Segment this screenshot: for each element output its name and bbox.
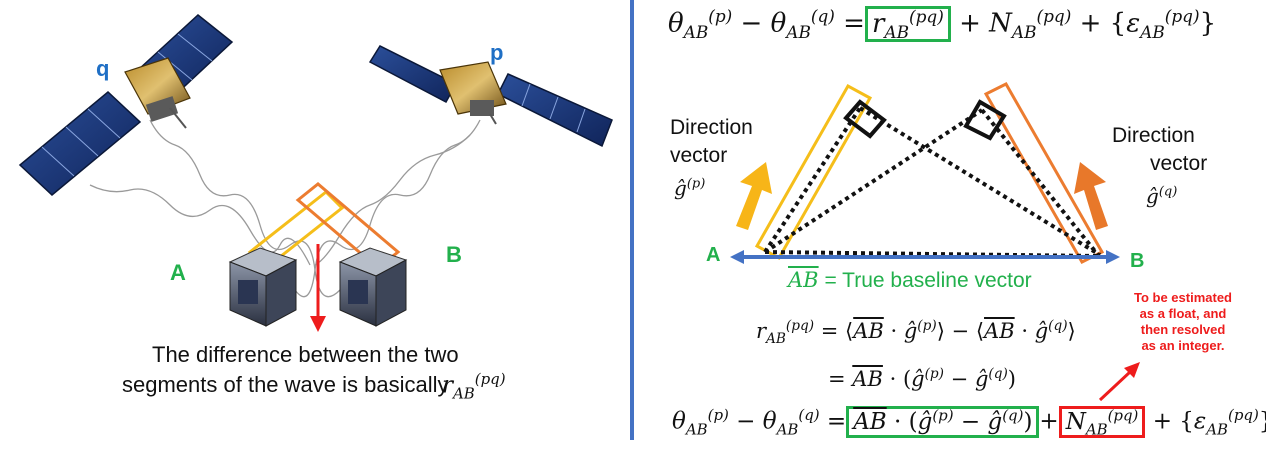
red-note: To be estimated as a float, and then res… [1108, 290, 1258, 354]
panel-divider [630, 0, 634, 440]
orange-wave-rect [983, 82, 1105, 264]
difference-arrow-icon [310, 244, 326, 332]
caption-line2: segments of the wave is basically [122, 372, 449, 397]
red-note-line1: To be estimated [1133, 290, 1232, 305]
red-note-line4: as an integer. [1141, 338, 1225, 353]
direction-left-line2: vector [670, 144, 728, 167]
baseline-geometry [730, 82, 1140, 402]
sat-p-label: p [490, 40, 504, 65]
direction-arrow-q-icon [1074, 162, 1108, 230]
sat-q-label: q [96, 56, 110, 81]
dotted-projections [763, 106, 1102, 258]
r-term-box: rAB(pq) [864, 5, 951, 42]
direction-right-line1: Direction [1112, 124, 1195, 147]
caption-line1: The difference between the two [152, 342, 459, 367]
baseline-text: = True baseline vector [818, 269, 1032, 292]
cube-a-label: A [170, 260, 186, 285]
yellow-wave-rect [754, 83, 873, 261]
direction-left-line1: Direction [670, 116, 753, 139]
baseline-arrow-icon [730, 250, 1120, 264]
direction-arrow-p-icon [736, 162, 772, 230]
baseline-term-box: AB · (ĝ(p) − ĝ(q)) [846, 405, 1040, 438]
baseline-caption: AB = True baseline vector [788, 268, 1032, 293]
red-pointer-arrow-icon [1098, 362, 1140, 402]
red-note-line2: as a float, and [1139, 306, 1227, 321]
satellite-p-icon [368, 45, 613, 148]
direction-right-vec: ĝ(q) [1146, 184, 1178, 208]
equation-bottom: θAB(p) − θAB(q) = AB · (ĝ(p) − ĝ(q)) + NAB(… [672, 405, 1266, 439]
satellite-q-icon [18, 14, 234, 196]
point-a-label: A [706, 244, 721, 266]
cubesat-b-icon [338, 247, 408, 327]
baseline-vec-symbol: AB [788, 268, 819, 292]
direction-left-vec: ĝ(p) [674, 176, 706, 200]
right-angle-right [963, 99, 1007, 141]
equation-top: θAB(p) − θAB(q) = rAB(pq) + NAB(pq) + {εA… [668, 5, 1217, 42]
red-note-line3: then resolved [1140, 322, 1226, 337]
cube-b-label: B [446, 242, 462, 267]
point-b-label: B [1130, 250, 1145, 272]
ambiguity-term-box: NAB(pq) [1058, 405, 1146, 438]
equation-r-simplified: = AB · (ĝ(p) − ĝ(q)) [828, 366, 1016, 391]
right-angle-left [843, 99, 887, 139]
signal-waves [89, 119, 481, 298]
caption-r-symbol: rAB(pq) [442, 370, 506, 403]
cubesat-a-icon [228, 247, 298, 327]
equation-r-definition: rAB(pq) = ⟨AB · ĝ(p)⟩ − ⟨AB · ĝ(q)⟩ [756, 318, 1076, 348]
left-illustration [18, 14, 613, 332]
direction-right-line2: vector [1150, 152, 1208, 175]
